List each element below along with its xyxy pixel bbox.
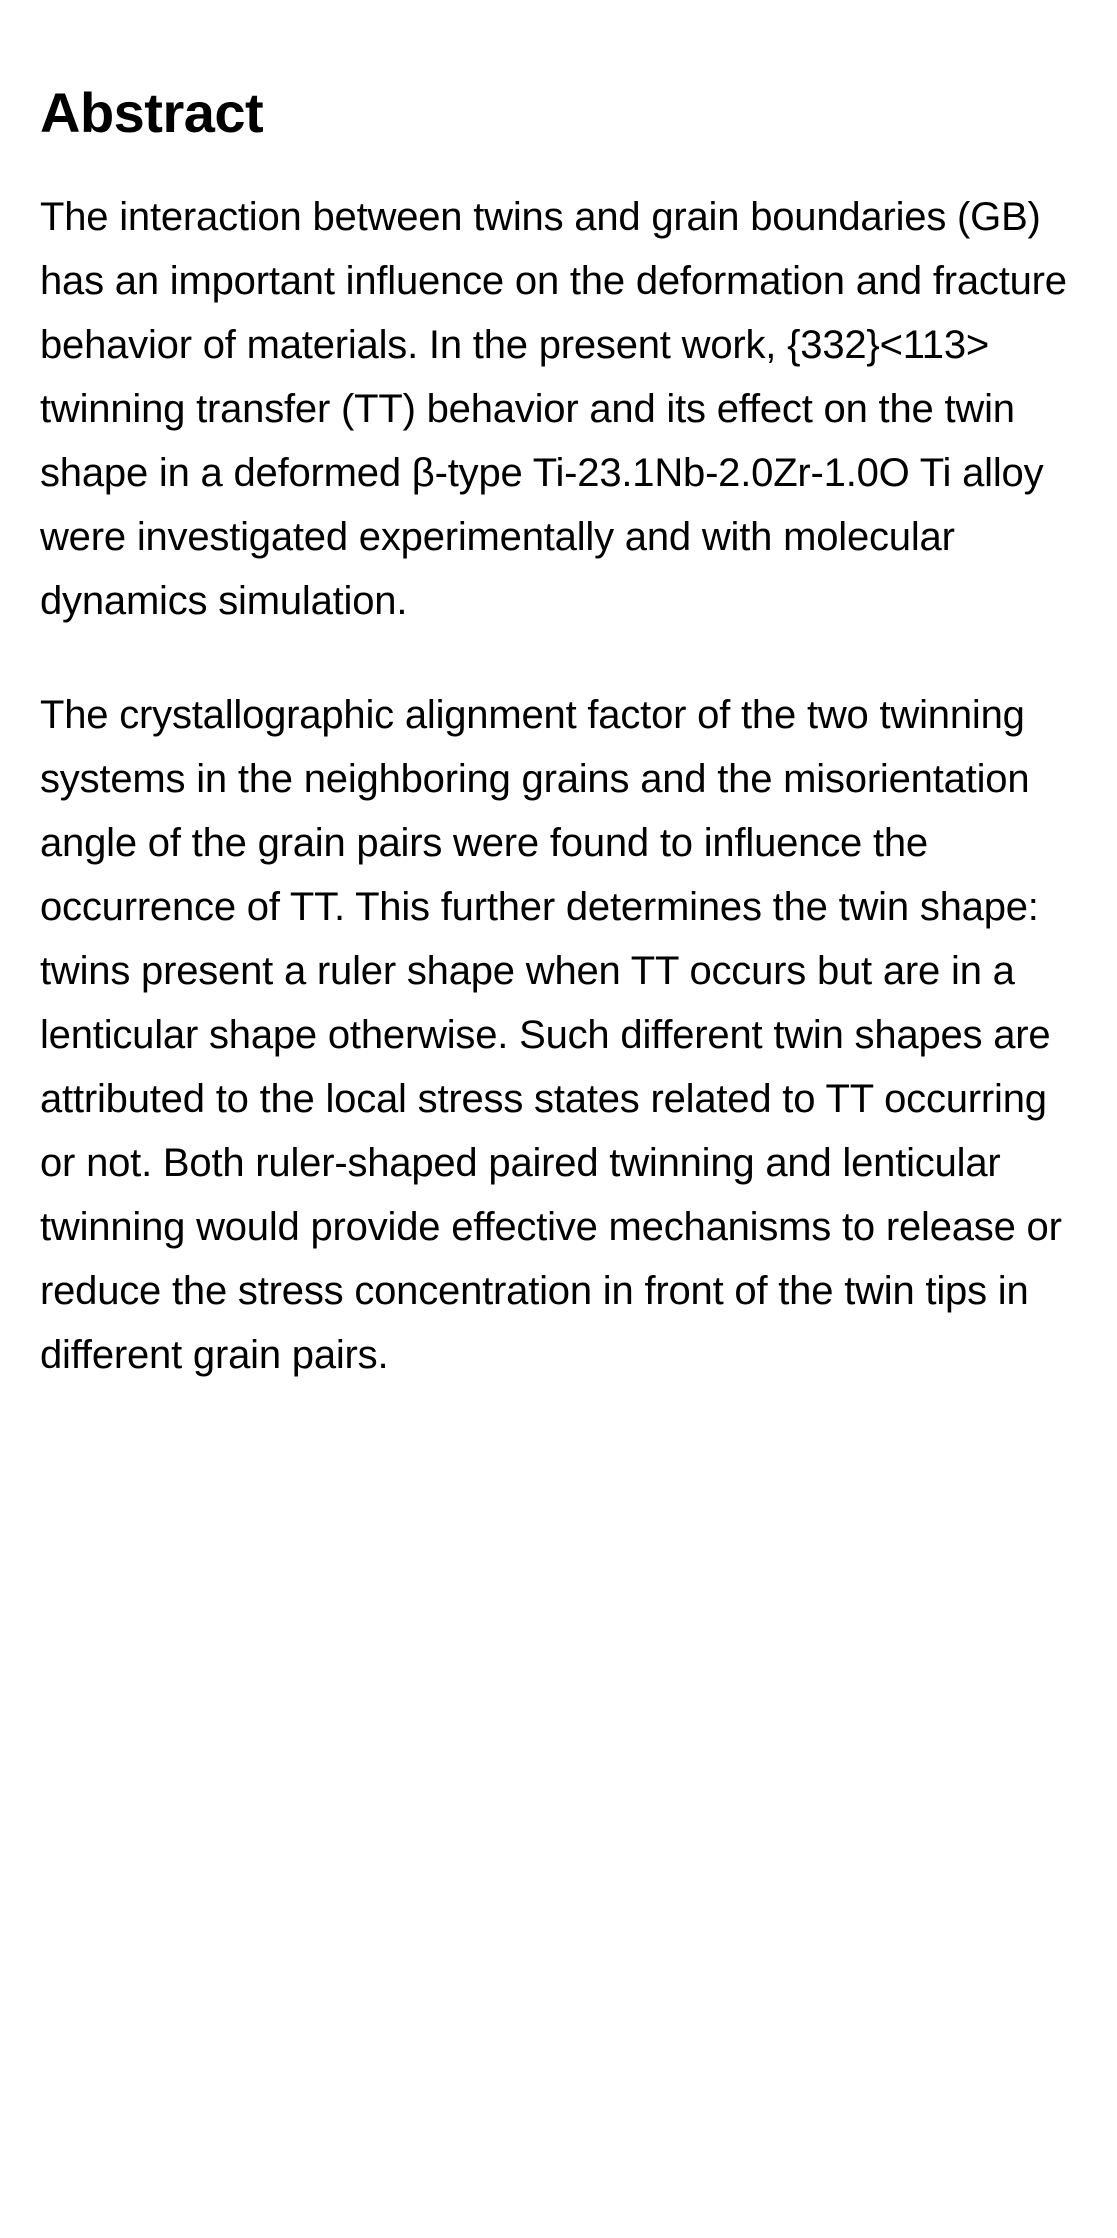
abstract-paragraph-2: The crystallographic alignment factor of… xyxy=(40,683,1077,1387)
abstract-paragraph-1: The interaction between twins and grain … xyxy=(40,185,1077,633)
abstract-heading: Abstract xyxy=(40,80,1077,145)
